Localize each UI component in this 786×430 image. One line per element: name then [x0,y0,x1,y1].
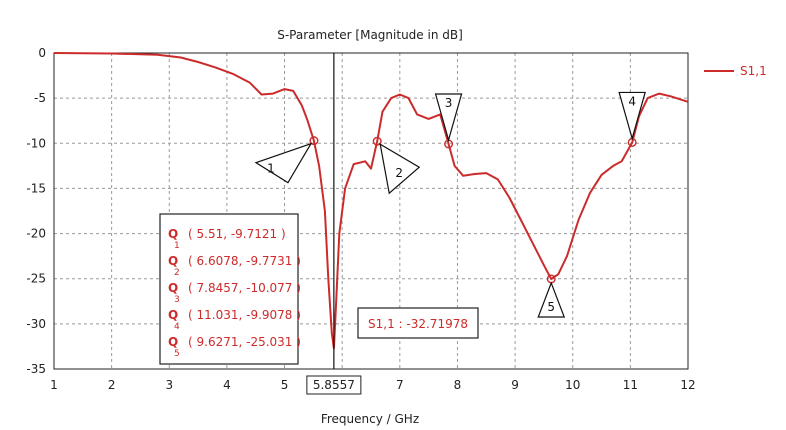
chart-title: S-Parameter [Magnitude in dB] [277,28,463,42]
readout-marker-id: 4 [174,322,180,332]
min-annotation-frame [357,307,479,339]
readout-value: ( 5.51, -9.7121 ) [188,227,286,241]
min-annotation-text: S1,1 : -32.71978 [368,317,468,331]
readout-marker-id: 1 [174,241,180,251]
axis-ticks: 1234567891011120-5-10-15-20-25-30-35 [26,46,695,392]
y-tick-label: -5 [34,91,46,105]
series-line-s11 [53,52,689,350]
x-tick-label: 1 [50,378,58,392]
readout-glyph: Q [168,308,178,322]
readout-marker-id: 2 [174,268,180,278]
marker-callout-1 [254,142,313,184]
y-tick-label: -30 [26,317,46,331]
y-tick-label: -10 [26,136,46,150]
x-tick-label: 8 [454,378,462,392]
markers: 1 2 3 4 5 [254,91,646,318]
x-tick-label: 5 [281,378,289,392]
readout-marker-id: 3 [174,295,180,305]
marker-point-2 [372,136,382,146]
x-tick-label: 2 [108,378,116,392]
readout-marker-id: 5 [174,349,180,359]
x-tick-label: 11 [623,378,638,392]
marker-callout-number-4: 4 [628,94,636,108]
y-tick-label: -20 [26,227,46,241]
x-tick-label: 9 [511,378,519,392]
readout-glyph: Q [168,227,178,241]
marker-callout-5 [537,281,566,318]
readout-glyph: Q [168,281,178,295]
marker-callout-4 [618,91,646,141]
readout-value: ( 9.6271, -25.031 ) [188,335,301,349]
readout-value: ( 7.8457, -10.077 ) [188,281,301,295]
readout-glyph: Q [168,335,178,349]
marker-callout-2 [379,143,421,195]
y-tick-label: -25 [26,272,46,286]
readout-value: ( 6.6078, -9.7731 ) [188,254,301,268]
marker-callout-number-5: 5 [547,300,555,314]
x-axis-label: Frequency / GHz [321,412,419,426]
x-tick-label: 4 [223,378,231,392]
vertical-cursor-label: 5.8557 [313,378,355,392]
marker-callout-number-3: 3 [445,96,453,110]
readout-box-frame [159,213,299,365]
readout-value: ( 11.031, -9.9078 ) [188,308,301,322]
series: 5.8557 [53,52,689,395]
y-tick-label: -35 [26,362,46,376]
x-tick-label: 10 [565,378,580,392]
plot-border [53,52,689,370]
x-tick-label: 12 [680,378,695,392]
marker-readout-box: Q1( 5.51, -9.7121 )Q2( 6.6078, -9.7731 )… [159,213,301,365]
x-tick-label: 7 [396,378,404,392]
y-tick-label: 0 [38,46,46,60]
x-tick-label: 3 [165,378,173,392]
readout-glyph: Q [168,254,178,268]
marker-callout-3 [434,93,463,143]
y-tick-label: -15 [26,181,46,195]
legend-label: S1,1 [740,64,767,78]
legend: S1,1 [704,64,767,78]
min-annotation-box: S1,1 : -32.71978 [357,307,479,339]
vertical-cursor-label-box [306,375,362,395]
marker-callout-number-2: 2 [395,166,403,180]
marker-callout-number-1: 1 [267,162,275,176]
marker-point-1 [309,136,319,146]
